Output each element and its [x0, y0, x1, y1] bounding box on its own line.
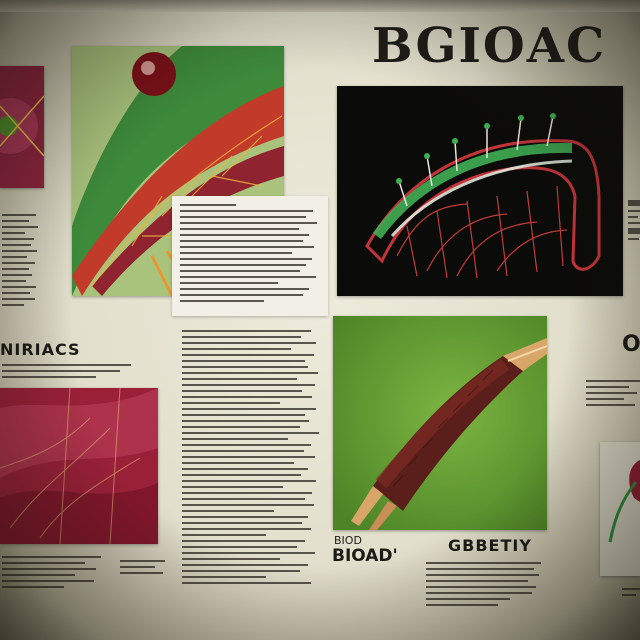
fibrous-stem-panel	[333, 316, 547, 530]
text-block-left-mid	[2, 364, 136, 384]
center-text-sheet	[172, 196, 328, 316]
organism-skeleton-panel	[337, 86, 623, 296]
red-green-thumbnail	[0, 66, 44, 188]
red-tissue-panel	[0, 388, 158, 544]
text-block-left-bottom	[2, 556, 106, 600]
fibrous-stem-illustration	[333, 316, 547, 530]
organism-skeleton-illustration	[337, 86, 623, 296]
partial-plant-illustration	[600, 442, 640, 576]
text-block-right-mid	[586, 380, 640, 414]
red-tissue-panel-illustration	[0, 388, 158, 544]
text-block-bottom-right	[426, 562, 546, 618]
caption-center-right: GBBETIY	[448, 536, 532, 555]
text-block-right-top	[628, 200, 640, 290]
text-block-center-top	[180, 204, 320, 310]
top-edge	[0, 0, 640, 12]
partial-plant-panel	[600, 442, 640, 576]
caption-right-partial: O	[622, 332, 640, 357]
text-block-left-bottom-2	[120, 560, 170, 590]
poster-title: BGIOAC	[372, 18, 607, 74]
text-block-center-column	[182, 330, 322, 590]
left-heading: NIRIACS	[0, 340, 81, 359]
text-block-right-bottom	[622, 588, 640, 608]
text-block-left-top	[2, 214, 40, 314]
red-tissue-illustration	[0, 66, 44, 188]
caption-center-left: BIOAD'	[332, 546, 398, 566]
